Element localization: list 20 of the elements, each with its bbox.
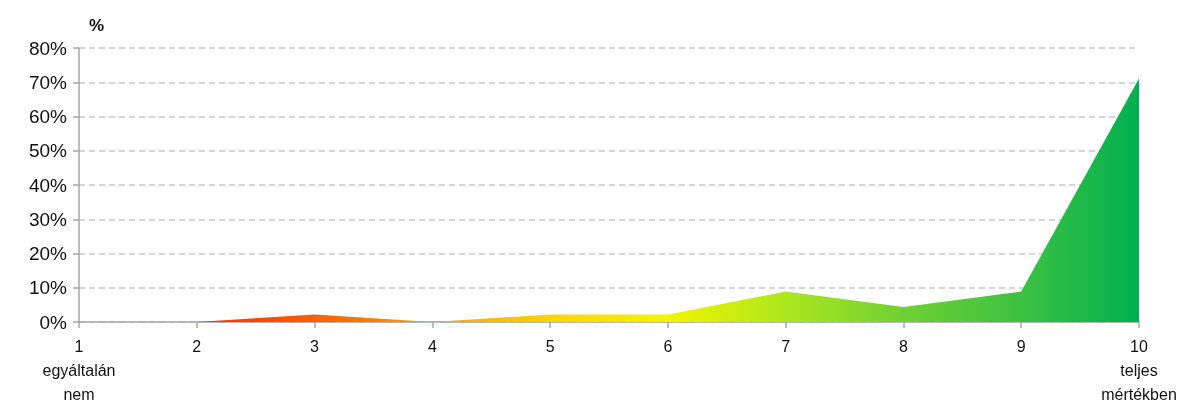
x-tick-label: 9	[1016, 337, 1026, 355]
y-tick-label: 80%	[28, 37, 68, 59]
y-tick-label: 20%	[28, 243, 68, 264]
x-tick-label: 5	[545, 337, 555, 355]
x-tick-label: 2	[192, 337, 202, 355]
x-tick-label: 1 egyáltalán nem	[42, 337, 116, 403]
y-tick-label: 30%	[28, 208, 68, 230]
y-tick-label: 70%	[28, 71, 68, 93]
x-tick-label: 3	[310, 337, 320, 355]
x-tick-label: 10 teljes mértékben	[1101, 337, 1177, 403]
y-tick-label: 10%	[28, 277, 68, 299]
y-tick-label: 60%	[28, 106, 68, 127]
y-tick-label: 40%	[28, 174, 68, 196]
y-tick-label: 0%	[39, 311, 68, 333]
x-tick-label: 7	[781, 337, 791, 355]
x-tick-label: 8	[898, 337, 908, 355]
x-tick-label: 6	[663, 337, 673, 355]
y-tick-label: 50%	[28, 140, 68, 162]
y-axis-title: %	[89, 16, 105, 35]
x-tick-label: 4	[427, 337, 437, 355]
